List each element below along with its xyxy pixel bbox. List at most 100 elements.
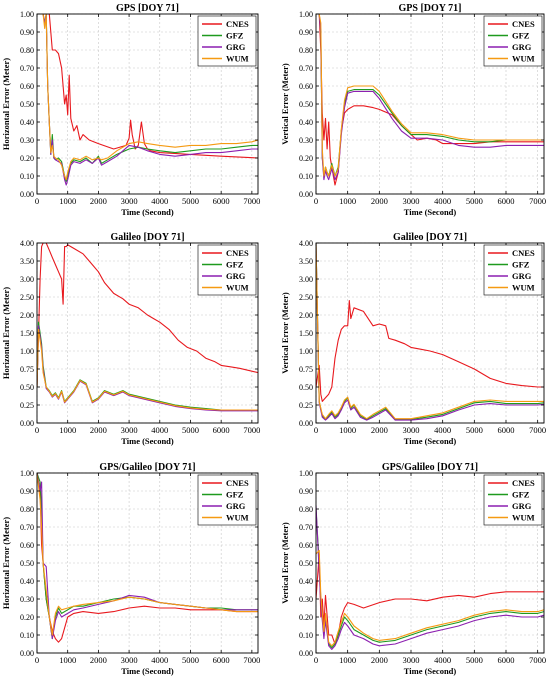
chart-title: GPS [DOY 71] bbox=[116, 3, 179, 14]
legend-label-grg: GRG bbox=[226, 42, 246, 52]
x-tick-label: 3000 bbox=[403, 655, 420, 665]
x-axis-label: Time (Second) bbox=[404, 207, 457, 217]
legend-label-wum: WUM bbox=[226, 54, 249, 64]
x-tick-label: 4000 bbox=[151, 196, 168, 206]
legend-label-wum: WUM bbox=[226, 283, 249, 293]
y-tick-label: 0.10 bbox=[20, 172, 34, 181]
y-tick-label: 1.50 bbox=[299, 329, 313, 338]
series-line-wum bbox=[316, 14, 544, 177]
chart-title: GPS/Galileo [DOY 71] bbox=[382, 462, 478, 473]
y-tick-label: 0.80 bbox=[299, 46, 313, 55]
y-tick-label: 0.00 bbox=[20, 190, 34, 199]
y-tick-label: 0.50 bbox=[299, 383, 313, 392]
series-line-cnes bbox=[37, 14, 258, 159]
series-line-wum bbox=[316, 243, 544, 420]
legend-label-grg: GRG bbox=[512, 42, 532, 52]
series-line-grg bbox=[316, 14, 544, 181]
y-tick-label: 0.25 bbox=[20, 401, 34, 410]
x-tick-label: 0 bbox=[314, 425, 318, 435]
y-tick-label: 1.50 bbox=[20, 329, 34, 338]
legend-label-gfz: GFZ bbox=[512, 31, 530, 41]
y-tick-label: 0.80 bbox=[299, 505, 313, 514]
x-tick-label: 3000 bbox=[121, 425, 138, 435]
x-tick-label: 5000 bbox=[466, 655, 483, 665]
series-group bbox=[316, 505, 544, 650]
y-tick-label: 0.30 bbox=[299, 136, 313, 145]
x-tick-label: 0 bbox=[314, 196, 318, 206]
chart-panel-2: 0 1000 2000 3000 4000 5000 6000 7000 0.00 0.10 0.2… bbox=[280, 3, 546, 217]
legend-label-wum: WUM bbox=[226, 513, 249, 523]
y-axis-label: Vertical Error (Meter) bbox=[280, 63, 290, 145]
y-tick-label: 1.00 bbox=[299, 10, 313, 19]
series-group bbox=[37, 14, 258, 186]
legend-label-cnes: CNES bbox=[226, 478, 249, 488]
legend-label-cnes: CNES bbox=[512, 19, 535, 29]
series-line-cnes bbox=[37, 243, 258, 388]
x-tick-label: 1000 bbox=[339, 425, 356, 435]
series-line-grg bbox=[316, 243, 544, 421]
x-tick-label: 5000 bbox=[182, 655, 199, 665]
x-tick-label: 5000 bbox=[466, 425, 483, 435]
y-tick-label: 4.00 bbox=[20, 239, 34, 248]
y-tick-label: 0.90 bbox=[20, 487, 34, 496]
x-tick-label: 5000 bbox=[182, 196, 199, 206]
y-tick-label: 2.00 bbox=[299, 311, 313, 320]
y-axis-label: Vertical Error (Meter) bbox=[280, 292, 290, 374]
y-tick-label: 0.60 bbox=[20, 541, 34, 550]
y-tick-label: 2.00 bbox=[20, 311, 34, 320]
legend-label-grg: GRG bbox=[226, 271, 246, 281]
legend-label-wum: WUM bbox=[512, 283, 535, 293]
x-axis-label: Time (Second) bbox=[404, 666, 457, 676]
y-tick-label: 0.25 bbox=[299, 401, 313, 410]
y-tick-label: 3.50 bbox=[20, 257, 34, 266]
x-tick-label: 2000 bbox=[90, 655, 107, 665]
x-tick-label: 4000 bbox=[151, 425, 168, 435]
series-line-wum bbox=[37, 473, 258, 636]
legend-label-gfz: GFZ bbox=[512, 260, 530, 270]
x-tick-label: 5000 bbox=[466, 196, 483, 206]
y-tick-label: 4.00 bbox=[299, 239, 313, 248]
series-line-cnes bbox=[316, 14, 544, 186]
x-tick-label: 4000 bbox=[434, 655, 451, 665]
chart-title: GPS/Galileo [DOY 71] bbox=[99, 462, 195, 473]
y-tick-label: 0.30 bbox=[20, 136, 34, 145]
x-tick-label: 3000 bbox=[403, 196, 420, 206]
series-line-gfz bbox=[316, 243, 544, 420]
legend-label-gfz: GFZ bbox=[512, 490, 530, 500]
x-tick-label: 5000 bbox=[182, 425, 199, 435]
x-tick-label: 6000 bbox=[213, 196, 230, 206]
y-tick-label: 0.60 bbox=[299, 82, 313, 91]
legend-label-grg: GRG bbox=[512, 271, 532, 281]
y-tick-label: 3.00 bbox=[20, 275, 34, 284]
x-tick-label: 3000 bbox=[121, 196, 138, 206]
x-tick-label: 1000 bbox=[59, 655, 76, 665]
y-tick-label: 0.70 bbox=[20, 523, 34, 532]
x-tick-label: 3000 bbox=[121, 655, 138, 665]
x-tick-label: 7000 bbox=[243, 655, 260, 665]
x-tick-label: 0 bbox=[35, 425, 39, 435]
y-tick-label: 0.20 bbox=[20, 154, 34, 163]
y-tick-label: 2.50 bbox=[299, 293, 313, 302]
x-tick-label: 1000 bbox=[339, 655, 356, 665]
x-tick-label: 4000 bbox=[434, 425, 451, 435]
series-group bbox=[37, 243, 258, 412]
y-tick-label: 0.50 bbox=[20, 100, 34, 109]
x-axis-label: Time (Second) bbox=[121, 436, 174, 446]
y-tick-label: 0.00 bbox=[299, 419, 313, 428]
y-tick-label: 0.00 bbox=[299, 649, 313, 658]
y-tick-label: 0.30 bbox=[20, 595, 34, 604]
x-tick-label: 6000 bbox=[213, 425, 230, 435]
x-tick-label: 6000 bbox=[498, 655, 515, 665]
chart-title: GPS [DOY 71] bbox=[399, 3, 462, 14]
y-tick-label: 0.70 bbox=[299, 64, 313, 73]
legend-label-cnes: CNES bbox=[226, 248, 249, 258]
y-tick-label: 0.20 bbox=[299, 613, 313, 622]
y-tick-label: 0.50 bbox=[20, 559, 34, 568]
y-tick-label: 0.80 bbox=[20, 505, 34, 514]
chart-panel-6: 0 1000 2000 3000 4000 5000 6000 7000 0.00 0.10 0.2… bbox=[280, 462, 546, 676]
